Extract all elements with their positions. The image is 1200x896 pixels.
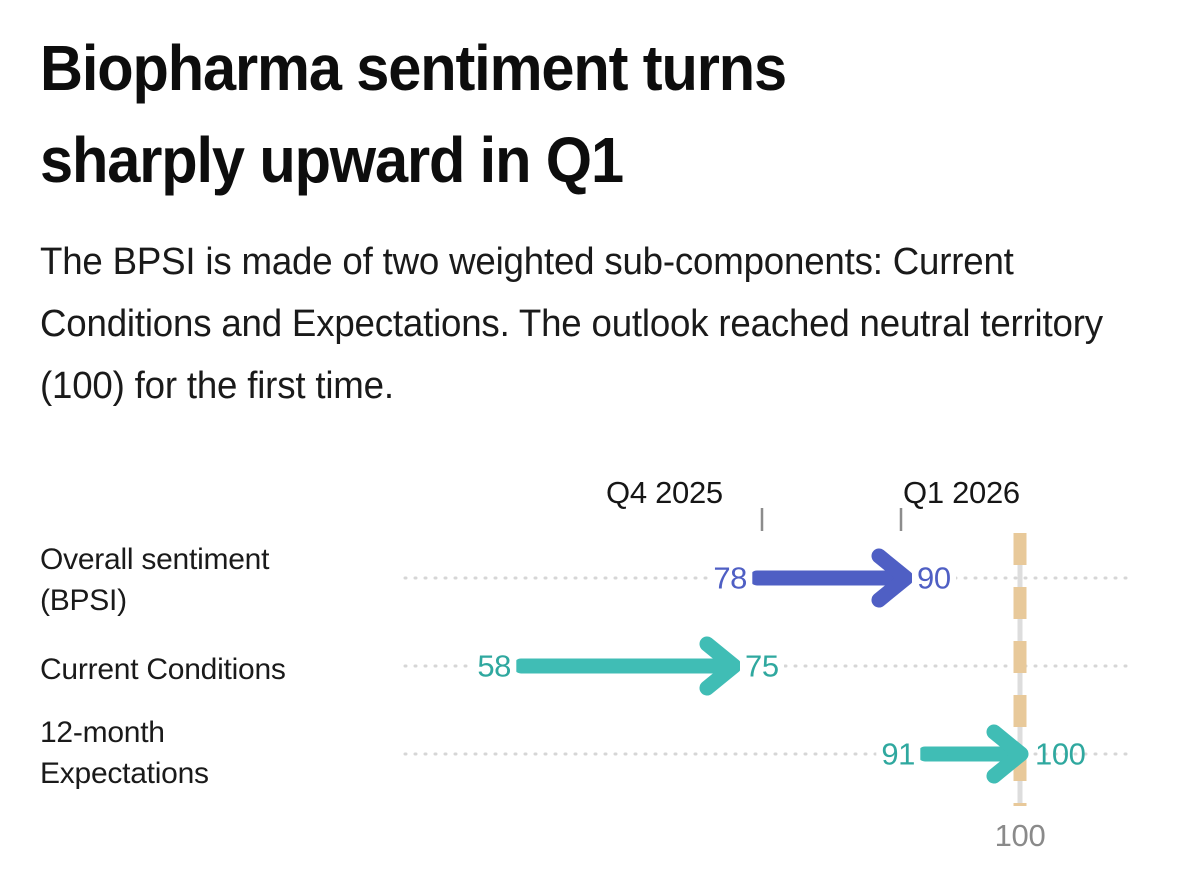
- row-label-bpsi: Overall sentiment (BPSI): [40, 540, 400, 621]
- page-subtitle: The BPSI is made of two weighted sub-com…: [40, 241, 1103, 407]
- column-header-q1-2026: Q1 2026: [903, 475, 1020, 510]
- value-start-row-3: 91: [876, 738, 920, 770]
- row-label-bpsi-line2: (BPSI): [40, 583, 127, 617]
- value-start-row-2: 58: [472, 650, 516, 682]
- value-end-row-3: 100: [1035, 736, 1086, 772]
- column-header-q4-2025: Q4 2025: [606, 475, 723, 510]
- page-title: Biopharma sentiment turns sharply upward…: [40, 32, 787, 197]
- arrow-row-1: [749, 548, 914, 608]
- arrow-head-row-3: [986, 724, 1029, 784]
- arrow-head-row-1: [871, 548, 914, 608]
- value-start-row-1: 78: [708, 562, 752, 594]
- period-ticks: [760, 508, 903, 531]
- arrow-head-row-2: [699, 636, 742, 696]
- row-label-current-conditions: Current Conditions: [40, 650, 400, 691]
- reference-line-label: 100: [994, 818, 1046, 853]
- row-label-current-conditions-line1: Current Conditions: [40, 653, 286, 686]
- row-label-bpsi-line1: Overall sentiment: [40, 543, 270, 576]
- value-end-row-2: 75: [740, 650, 784, 682]
- row-label-expectations: 12-month Expectations: [40, 713, 400, 794]
- row-label-expectations-line1: 12-month: [40, 716, 165, 749]
- arrow-row-3: [917, 724, 1029, 784]
- row-label-expectations-line2: Expectations: [40, 756, 209, 790]
- arrow-row-2: [513, 636, 742, 696]
- value-end-row-1: 90: [912, 562, 956, 594]
